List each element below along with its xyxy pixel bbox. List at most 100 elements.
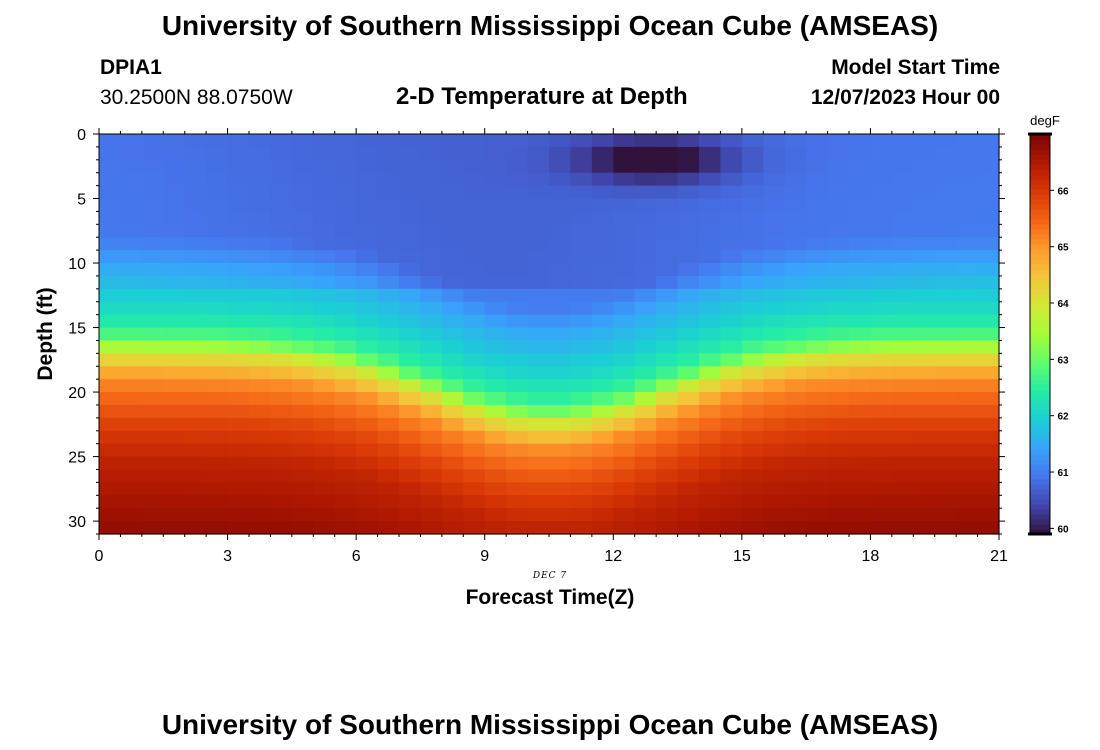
heatmap-cell [506, 443, 529, 458]
heatmap-cell [463, 275, 486, 290]
heatmap-cell [891, 275, 914, 290]
heatmap-cell [913, 275, 936, 290]
heatmap-cell [741, 353, 764, 367]
heatmap-cell [741, 237, 764, 251]
heatmap-cell [570, 314, 593, 329]
colorbar-segment [1030, 509, 1050, 515]
heatmap-cell [570, 288, 593, 303]
heatmap-cell [934, 288, 957, 303]
heatmap-cell [613, 456, 636, 471]
heatmap-cell [656, 198, 679, 213]
heatmap-cell [313, 443, 336, 458]
heatmap-cell [613, 211, 636, 225]
heatmap-cell [120, 327, 143, 342]
heatmap-cell [506, 392, 529, 406]
heatmap-cell [141, 301, 164, 316]
heatmap-cell [120, 495, 143, 509]
heatmap-cell [356, 288, 379, 303]
heatmap-cell [163, 417, 186, 432]
heatmap-cell [827, 172, 850, 187]
heatmap-cell [656, 366, 679, 380]
heatmap-cell [913, 288, 936, 303]
heatmap-cell [313, 146, 336, 161]
heatmap-cell [784, 456, 807, 471]
heatmap-cell [377, 314, 400, 329]
heatmap-cell [441, 134, 464, 148]
heatmap-cell [570, 417, 593, 432]
heatmap-cell [741, 443, 764, 458]
heatmap-cell [206, 224, 229, 238]
heatmap-cell [420, 211, 443, 225]
heatmap-cell [870, 327, 893, 342]
heatmap-cell [270, 417, 293, 432]
heatmap-cell [313, 327, 336, 342]
heatmap-cell [677, 146, 700, 161]
heatmap-cell [591, 301, 614, 316]
heatmap-cell [720, 353, 743, 367]
heatmap-cell [99, 495, 122, 509]
colorbar-segment [1030, 244, 1050, 250]
heatmap-cell [720, 430, 743, 445]
heatmap-cell [656, 250, 679, 264]
heatmap-cell [763, 172, 786, 187]
x-tick-label: 12 [604, 548, 622, 565]
heatmap-cell [699, 301, 722, 316]
heatmap-cell [870, 159, 893, 174]
heatmap-cell [163, 443, 186, 458]
heatmap-cell [463, 134, 486, 148]
heatmap-cell [956, 185, 979, 200]
heatmap-cell [291, 146, 314, 161]
heatmap-cell [484, 224, 507, 238]
heatmap-cell [741, 521, 764, 535]
colorbar-segment [1030, 409, 1050, 415]
heatmap-cell [463, 456, 486, 471]
heatmap-cell [763, 456, 786, 471]
heatmap-cell [99, 288, 122, 303]
heatmap-cell [763, 301, 786, 316]
heatmap-cell [613, 392, 636, 406]
heatmap-cell [656, 469, 679, 483]
heatmap-cell [720, 379, 743, 393]
heatmap-cell [291, 301, 314, 316]
heatmap-cell [677, 366, 700, 380]
heatmap-cell [613, 521, 636, 535]
heatmap-cell [806, 469, 829, 483]
heatmap-cell [484, 275, 507, 290]
heatmap-cell [591, 508, 614, 522]
heatmap-cell [613, 430, 636, 445]
heatmap-cell [463, 250, 486, 264]
heatmap-cell [399, 366, 422, 380]
heatmap-cell [656, 482, 679, 496]
heatmap-cell [356, 353, 379, 367]
heatmap-cell [184, 521, 207, 535]
heatmap-cell [206, 353, 229, 367]
heatmap-cell [827, 198, 850, 213]
heatmap-cell [956, 224, 979, 238]
heatmap-cell [570, 250, 593, 264]
heatmap-cell [270, 198, 293, 213]
heatmap-cell [656, 185, 679, 200]
heatmap-cell [741, 469, 764, 483]
colorbar-segment [1030, 369, 1050, 375]
heatmap-cell [334, 224, 357, 238]
heatmap-cell [141, 521, 164, 535]
heatmap-cell [956, 172, 979, 187]
heatmap-cell [463, 482, 486, 496]
heatmap-cell [870, 224, 893, 238]
heatmap-cell [356, 430, 379, 445]
heatmap-cell [484, 340, 507, 354]
heatmap-cell [549, 417, 572, 432]
heatmap-cell [291, 340, 314, 354]
heatmap-cell [441, 392, 464, 406]
heatmap-cell [249, 392, 272, 406]
heatmap-cell [913, 314, 936, 329]
heatmap-cell [913, 404, 936, 419]
heatmap-cell [591, 392, 614, 406]
heatmap-cell [634, 495, 657, 509]
heatmap-cell [677, 404, 700, 419]
heatmap-cell [549, 392, 572, 406]
x-tick-label: 9 [480, 548, 489, 565]
heatmap-cell [570, 134, 593, 148]
heatmap-cell [827, 314, 850, 329]
heatmap-cell [484, 250, 507, 264]
